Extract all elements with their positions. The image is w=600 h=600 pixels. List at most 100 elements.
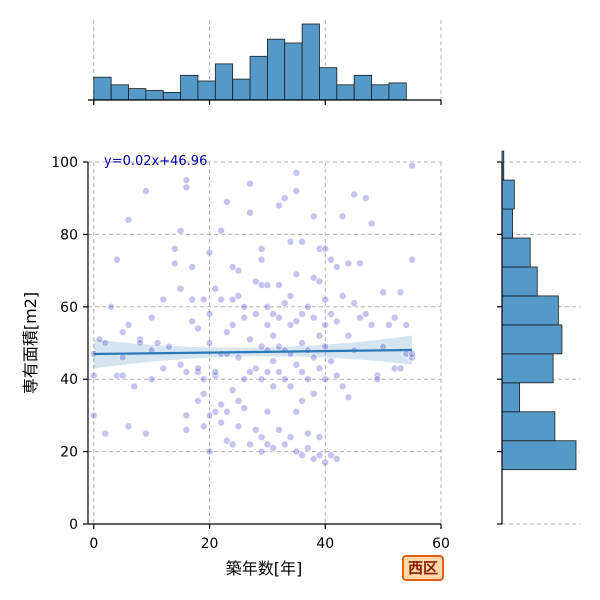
scatter-point xyxy=(153,339,162,347)
scatter-point xyxy=(246,440,254,449)
x-hist-bar xyxy=(180,74,199,101)
scatter-point xyxy=(315,277,324,286)
y-tick-label: 40 xyxy=(60,372,78,388)
scatter-point xyxy=(298,451,306,460)
x-hist-bar xyxy=(336,84,355,101)
scatter-point xyxy=(228,386,237,394)
scatter-point xyxy=(292,317,301,326)
y-hist-bar xyxy=(501,295,559,326)
scatter-point xyxy=(194,364,202,373)
scatter-point xyxy=(205,248,214,257)
scatter-point xyxy=(327,451,335,460)
scatter-point xyxy=(124,422,133,431)
scatter-point xyxy=(263,407,272,416)
scatter-points xyxy=(89,161,416,467)
scatter-point xyxy=(113,255,121,264)
scatter-point xyxy=(228,321,237,329)
scatter-point xyxy=(171,245,179,253)
y-tick-label: 20 xyxy=(60,445,78,461)
scatter-point xyxy=(275,201,283,210)
scatter-point xyxy=(252,310,260,318)
scatter-point xyxy=(234,353,243,362)
x-hist-bar xyxy=(249,55,268,101)
y-hist-bar xyxy=(501,353,554,384)
scatter-point xyxy=(182,411,191,420)
scatter-point xyxy=(188,263,196,271)
scatter-point xyxy=(223,407,231,416)
scatter-point xyxy=(367,219,376,228)
x-hist-bar xyxy=(145,90,164,101)
scatter-point xyxy=(321,321,330,329)
regression-line xyxy=(93,348,413,356)
scatter-point xyxy=(257,281,266,289)
scatter-point xyxy=(223,328,231,336)
scatter-point xyxy=(350,299,358,307)
scatter-point xyxy=(188,295,196,304)
scatter-point xyxy=(257,245,266,253)
scatter-point xyxy=(223,436,231,445)
scatter-point xyxy=(165,342,173,351)
scatter-point xyxy=(280,299,289,307)
scatter-point xyxy=(246,368,254,376)
scatter-point xyxy=(263,281,272,289)
scatter-point xyxy=(234,266,243,275)
y-hist-bar xyxy=(501,237,531,268)
scatter-point xyxy=(309,389,318,398)
scatter-point xyxy=(257,447,266,456)
scatter-point xyxy=(315,364,324,373)
scatter-point xyxy=(286,292,295,300)
scatter-point xyxy=(309,313,318,322)
scatter-point xyxy=(385,321,393,329)
scatter-point xyxy=(89,411,98,420)
x-hist-bar xyxy=(284,42,303,101)
y-tick-label: 60 xyxy=(60,300,78,316)
y-hist-bar xyxy=(501,440,577,471)
scatter-point xyxy=(252,426,260,434)
scatter-point xyxy=(396,288,405,297)
scatter-point xyxy=(263,302,272,311)
scatter-point xyxy=(367,321,376,329)
x-hist-bar xyxy=(232,78,251,101)
scatter-point xyxy=(280,440,289,449)
scatter-point xyxy=(309,212,318,221)
scatter-point xyxy=(321,458,330,467)
scatter-point xyxy=(182,183,191,192)
scatter-point xyxy=(333,455,341,463)
scatter-point xyxy=(298,368,306,376)
scatter-point xyxy=(228,263,237,271)
scatter-point xyxy=(298,237,306,246)
scatter-point xyxy=(234,397,243,405)
scatter-point xyxy=(379,342,387,351)
scatter-point xyxy=(252,277,260,286)
scatter-point xyxy=(292,407,301,416)
scatter-point xyxy=(338,292,347,300)
scatter-point xyxy=(333,263,341,271)
x-hist-bar xyxy=(388,82,407,101)
scatter-point xyxy=(205,310,214,318)
scatter-point xyxy=(118,371,127,380)
regression-equation: y=0.02x+46.96 xyxy=(104,154,207,169)
scatter-point xyxy=(275,281,283,289)
scatter-point xyxy=(257,375,266,384)
district-badge: 西区 xyxy=(402,555,444,581)
scatter-point xyxy=(142,187,150,195)
scatter-point xyxy=(118,353,127,362)
scatter-point xyxy=(344,393,353,402)
scatter-point xyxy=(309,455,318,463)
scatter-point xyxy=(217,400,225,409)
scatter-point xyxy=(356,259,364,268)
scatter-point xyxy=(217,226,225,235)
scatter-point xyxy=(142,429,150,438)
scatter-point xyxy=(223,198,231,206)
scatter-point xyxy=(246,335,254,344)
scatter-point xyxy=(309,274,318,282)
scatter-point xyxy=(327,357,335,365)
scatter-point xyxy=(188,317,196,326)
scatter-point xyxy=(333,317,341,326)
scatter-point xyxy=(408,255,416,264)
scatter-point xyxy=(194,324,202,333)
scatter-point xyxy=(292,169,301,177)
scatter-point xyxy=(379,288,387,297)
scatter-point xyxy=(286,433,295,441)
